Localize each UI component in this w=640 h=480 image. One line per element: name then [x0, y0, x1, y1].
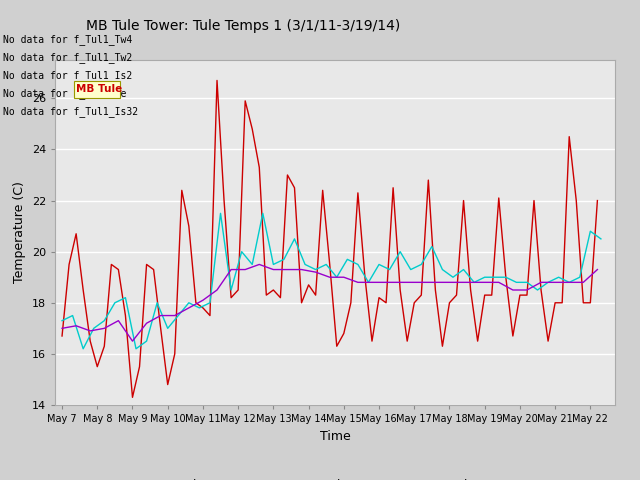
Legend: Tul1_Tw+10cm, Tul1_Ts-8cm, Tul1_Ts-16cm: Tul1_Tw+10cm, Tul1_Ts-8cm, Tul1_Ts-16cm — [136, 473, 534, 480]
Text: No data for f_Tul1_Is32: No data for f_Tul1_Is32 — [3, 107, 138, 118]
Text: No data for f_Tul1_Tw4: No data for f_Tul1_Tw4 — [3, 34, 132, 45]
Text: MB Tule Tower: Tule Temps 1 (3/1/11-3/19/14): MB Tule Tower: Tule Temps 1 (3/1/11-3/19… — [86, 19, 401, 33]
Text: MB Tule: MB Tule — [76, 84, 122, 94]
X-axis label: Time: Time — [319, 430, 350, 443]
Text: No data for f_Tul1_Tw2: No data for f_Tul1_Tw2 — [3, 52, 132, 63]
Text: No data for f_uMBTule: No data for f_uMBTule — [3, 88, 127, 99]
Text: No data for f_Tul1_Is2: No data for f_Tul1_Is2 — [3, 70, 132, 81]
Y-axis label: Temperature (C): Temperature (C) — [13, 181, 26, 283]
